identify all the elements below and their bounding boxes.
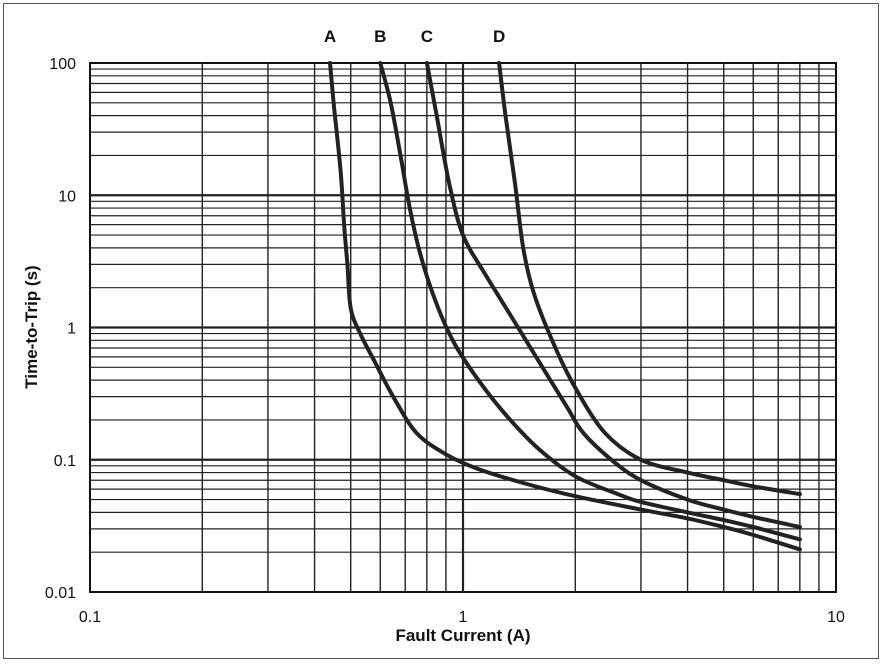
curve-labels: A B C D xyxy=(324,27,505,46)
curve-label-a: A xyxy=(324,27,336,46)
curve-label-c: C xyxy=(421,27,433,46)
curve-label-b: B xyxy=(374,27,386,46)
curves xyxy=(328,61,802,552)
curve-c xyxy=(424,61,802,529)
curve-b xyxy=(378,61,802,542)
y-tick-label: 10 xyxy=(58,188,76,205)
x-tick-label: 10 xyxy=(827,609,845,626)
y-tick-label: 100 xyxy=(49,56,76,73)
x-tick-label: 1 xyxy=(459,609,468,626)
curve-a xyxy=(328,61,802,552)
y-tick-label: 0.01 xyxy=(45,585,76,602)
x-axis-title: Fault Current (A) xyxy=(395,626,530,645)
grid xyxy=(89,62,837,593)
curve-label-d: D xyxy=(493,27,505,46)
y-tick-label: 1 xyxy=(67,321,76,338)
x-tick-label: 0.1 xyxy=(79,609,101,626)
curve-d xyxy=(497,61,802,497)
y-tick-label: 0.1 xyxy=(54,453,76,470)
chart-frame xyxy=(3,3,879,659)
y-axis-title: Time-to-Trip (s) xyxy=(22,265,41,388)
